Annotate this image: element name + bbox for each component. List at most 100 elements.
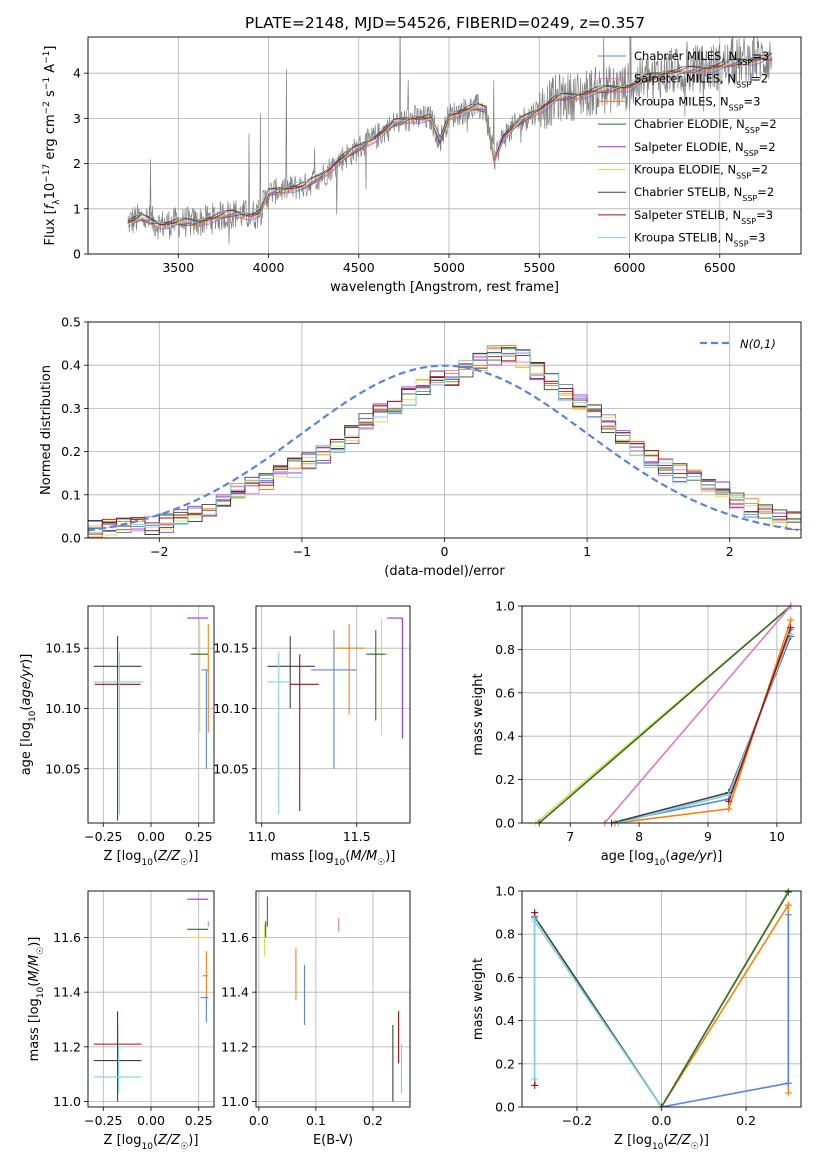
x-tick-label: 11.0 xyxy=(248,829,276,844)
plot-area xyxy=(88,891,214,1107)
y-tick-label: 11.0 xyxy=(221,1094,249,1109)
y-tick-label: 10.05 xyxy=(213,761,249,776)
x-tick-label: 2 xyxy=(726,544,734,559)
y-tick-label: 0.2 xyxy=(495,772,515,787)
model-spectrum-line xyxy=(127,57,773,226)
y-tick-label: 3 xyxy=(73,111,81,126)
axes-frame xyxy=(255,605,411,824)
mass-weight-marker xyxy=(784,911,792,919)
y-tick-label: 0.6 xyxy=(495,685,515,700)
x-tick-label: 4000 xyxy=(253,260,285,275)
plot-area xyxy=(88,322,801,538)
residual-histogram-step xyxy=(88,349,801,533)
y-tick-label: 0.8 xyxy=(495,642,515,657)
legend-label: N(0,1) xyxy=(740,337,776,351)
x-tick-label: 4500 xyxy=(343,260,375,275)
mass-weight-line xyxy=(618,633,792,823)
mass-weight-line xyxy=(611,629,792,823)
x-axis-label: wavelength [Angstrom, rest frame] xyxy=(330,280,559,295)
y-axis-label: age [log10(age/yr)] xyxy=(19,654,38,776)
y-axis-label: mass weight xyxy=(471,673,486,755)
model-spectrum-line xyxy=(127,53,773,224)
y-tick-label: 0.4 xyxy=(61,358,81,373)
legend-label: Salpeter MILES, NSSP=2 xyxy=(634,72,768,90)
y-tick-label: 0.2 xyxy=(61,444,81,459)
x-axis-label: Z [log10(Z/Z☉)] xyxy=(104,1133,199,1152)
y-tick-label: 11.6 xyxy=(53,930,81,945)
y-tick-label: 10.10 xyxy=(213,701,249,716)
x-tick-label: −0.2 xyxy=(562,1113,592,1128)
y-tick-label: 1.0 xyxy=(495,599,515,614)
x-tick-label: 10 xyxy=(769,829,785,844)
y-tick-label: 0 xyxy=(73,247,81,262)
x-tick-label: 6000 xyxy=(614,260,646,275)
plot-area xyxy=(88,37,801,254)
model-spectrum-line xyxy=(127,57,773,230)
y-tick-label: 0.6 xyxy=(495,970,515,985)
legend-label: Salpeter ELODIE, NSSP=2 xyxy=(634,140,776,158)
legend-label: Chabrier ELODIE, NSSP=2 xyxy=(634,117,777,135)
x-tick-label: 7 xyxy=(566,829,574,844)
mass-weight-line xyxy=(538,606,792,823)
legend-label: Kroupa MILES, NSSP=3 xyxy=(634,94,760,112)
legend-label: Salpeter STELIB, NSSP=3 xyxy=(634,208,773,226)
y-tick-label: 2 xyxy=(73,156,81,171)
mass-weight-line xyxy=(727,627,792,802)
axes-frame xyxy=(87,36,802,255)
x-tick-label: 0 xyxy=(441,544,449,559)
y-tick-label: 0.0 xyxy=(495,816,515,831)
y-axis-label: mass [log10(M/M☉)] xyxy=(27,937,46,1062)
figure-title: PLATE=2148, MJD=54526, FIBERID=0249, z=0… xyxy=(245,14,645,32)
x-tick-label: 0.2 xyxy=(736,1113,756,1128)
x-tick-label: 6500 xyxy=(704,260,736,275)
x-tick-label: 0.1 xyxy=(306,1113,326,1128)
plot-area xyxy=(522,891,801,1107)
axes-frame xyxy=(521,890,802,1108)
y-tick-label: 10.05 xyxy=(45,761,81,776)
mass-weight-line xyxy=(660,891,789,1107)
mass-weight-marker xyxy=(787,624,795,632)
y-tick-label: 11.4 xyxy=(221,985,249,1000)
mass-weight-marker xyxy=(531,1075,539,1083)
mass-weight-marker xyxy=(787,630,795,638)
x-axis-label: mass [log10(M/M☉)] xyxy=(271,849,396,868)
y-tick-label: 0.2 xyxy=(495,1056,515,1071)
mass-weight-marker xyxy=(725,797,733,805)
x-tick-label: −1 xyxy=(293,544,311,559)
x-tick-label: 5500 xyxy=(523,260,555,275)
mass-weight-marker xyxy=(725,805,733,813)
x-tick-label: 0.00 xyxy=(137,829,165,844)
axes-frame xyxy=(87,321,802,539)
y-axis-label: Normed distribution xyxy=(39,365,54,495)
x-tick-label: 0.0 xyxy=(249,1113,269,1128)
y-tick-label: 0.0 xyxy=(61,531,81,546)
mass-weight-marker xyxy=(784,1089,792,1097)
mass-weight-line xyxy=(660,904,789,1107)
y-tick-label: 11.6 xyxy=(221,930,249,945)
mass-weight-marker xyxy=(784,888,792,896)
plot-area xyxy=(522,606,801,823)
legend-label: Kroupa STELIB, NSSP=3 xyxy=(634,231,765,249)
y-axis-label: Flux [fλ10−17 erg cm−2 s−1 A−1] xyxy=(42,46,62,246)
axes-frame xyxy=(87,890,215,1108)
x-tick-label: 0.0 xyxy=(652,1113,672,1128)
y-tick-label: 11.2 xyxy=(221,1039,249,1054)
x-tick-label: 0.00 xyxy=(137,1113,165,1128)
mass-weight-marker xyxy=(725,791,733,799)
x-tick-label: 9 xyxy=(704,829,712,844)
y-tick-label: 0.1 xyxy=(61,487,81,502)
mass-weight-line xyxy=(661,1082,789,1107)
mass-weight-line xyxy=(534,920,663,1107)
panel-age_vs_Z: −0.25 0.00 0.25 10.05 10.10 10.15 Z [log10(Z/Z… xyxy=(19,605,215,868)
legend-label: Chabrier MILES, NSSP=3 xyxy=(634,49,769,67)
x-tick-label: 5000 xyxy=(433,260,465,275)
y-tick-label: 4 xyxy=(73,66,81,81)
x-tick-label: −0.25 xyxy=(84,829,122,844)
panel-residuals: −2 −1 0 1 2 0.0 0.1 0.2 0.3 0.4 0.5 N(0,1) (data-mod… xyxy=(39,315,802,579)
plot-area xyxy=(256,891,410,1107)
x-tick-label: −0.25 xyxy=(84,1113,122,1128)
panel-age_vs_mass: 11.0 11.5 10.05 10.10 10.15 mass [log10(M/M☉)… xyxy=(213,605,411,868)
mass-weight-marker xyxy=(531,915,539,923)
x-tick-label: 0.25 xyxy=(185,829,213,844)
